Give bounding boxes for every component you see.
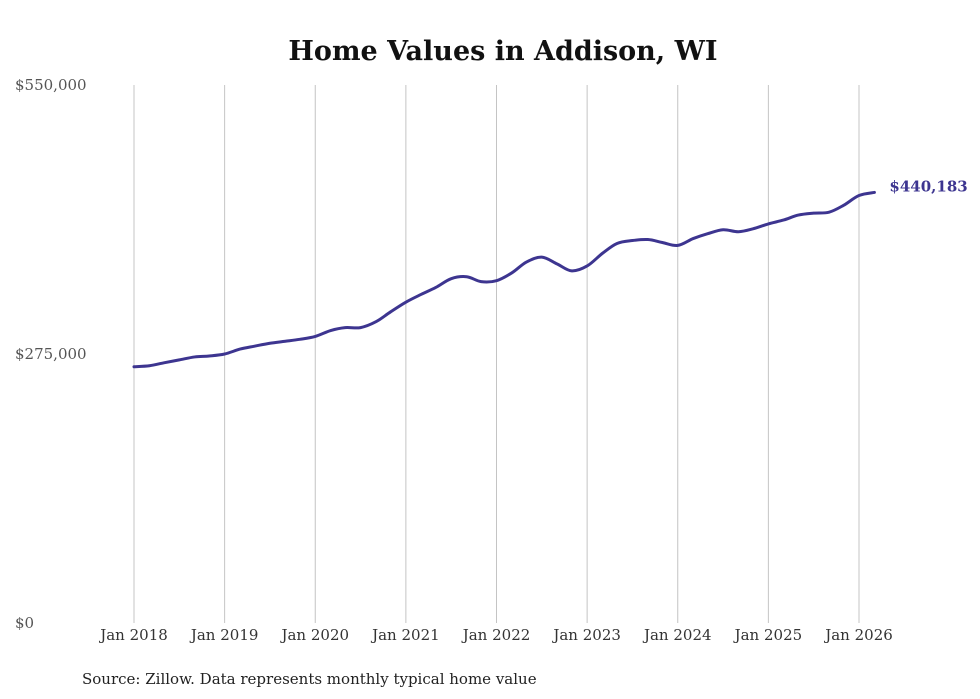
data-point [359, 326, 362, 329]
y-axis-ticks: $0 $275,000 $550,000 [15, 76, 87, 632]
data-point [797, 214, 800, 217]
data-point [692, 237, 695, 240]
data-point [239, 348, 242, 351]
data-point [193, 355, 196, 358]
data-point [586, 264, 589, 267]
data-point [570, 269, 573, 272]
data-point [480, 280, 483, 283]
data-point [298, 338, 301, 341]
data-point [133, 365, 136, 368]
data-point [510, 271, 513, 274]
x-tick-label: Jan 2018 [98, 626, 168, 644]
data-point [374, 320, 377, 323]
x-tick-label: Jan 2023 [551, 626, 621, 644]
data-point [420, 293, 423, 296]
data-point [495, 279, 498, 282]
data-point [661, 241, 664, 244]
data-point [616, 242, 619, 245]
data-point [148, 364, 151, 367]
end-value-label: $440,183 [889, 177, 967, 195]
data-point [842, 204, 845, 207]
data-point [767, 222, 770, 225]
data-point [828, 211, 831, 214]
x-tick-label: Jan 2025 [733, 626, 803, 644]
x-tick-label: Jan 2021 [370, 626, 440, 644]
source-note: Source: Zillow. Data represents monthly … [82, 670, 537, 688]
data-point [646, 238, 649, 241]
data-point [706, 232, 709, 235]
data-point [782, 218, 785, 221]
data-point [873, 191, 876, 194]
grid-lines [133, 85, 860, 623]
data-point [631, 239, 634, 242]
series-line-0 [132, 190, 876, 369]
data-point [344, 326, 347, 329]
series-layer: $440,183 [132, 177, 968, 369]
data-point [601, 252, 604, 255]
x-tick-label: Jan 2019 [189, 626, 259, 644]
data-point [737, 230, 740, 233]
data-point [465, 275, 468, 278]
chart-title: Home Values in Addison, WI [288, 36, 717, 67]
data-point [525, 261, 528, 264]
data-point [751, 227, 754, 230]
x-tick-label: Jan 2026 [823, 626, 893, 644]
data-point [223, 353, 226, 356]
x-tick-label: Jan 2022 [461, 626, 531, 644]
data-point [434, 286, 437, 289]
data-point [253, 345, 256, 348]
data-point [268, 342, 271, 345]
data-point [178, 358, 181, 361]
data-point [722, 228, 725, 231]
data-point [162, 361, 165, 364]
x-tick-label: Jan 2024 [642, 626, 712, 644]
data-point [314, 335, 317, 338]
data-point [540, 256, 543, 259]
x-axis-ticks: Jan 2018 Jan 2019 Jan 2020 Jan 2021 Jan 2022… [98, 626, 893, 644]
data-point [404, 301, 407, 304]
y-tick-label: $275,000 [15, 345, 87, 363]
y-tick-label: $550,000 [15, 76, 87, 94]
x-tick-label: Jan 2020 [279, 626, 349, 644]
y-tick-label: $0 [15, 614, 34, 632]
data-point [812, 212, 815, 215]
data-point [450, 277, 453, 280]
data-point [556, 263, 559, 266]
data-point [389, 310, 392, 313]
data-point [676, 244, 679, 247]
data-point [329, 329, 332, 332]
data-point [858, 194, 861, 197]
data-point [208, 354, 211, 357]
data-point [284, 340, 287, 343]
